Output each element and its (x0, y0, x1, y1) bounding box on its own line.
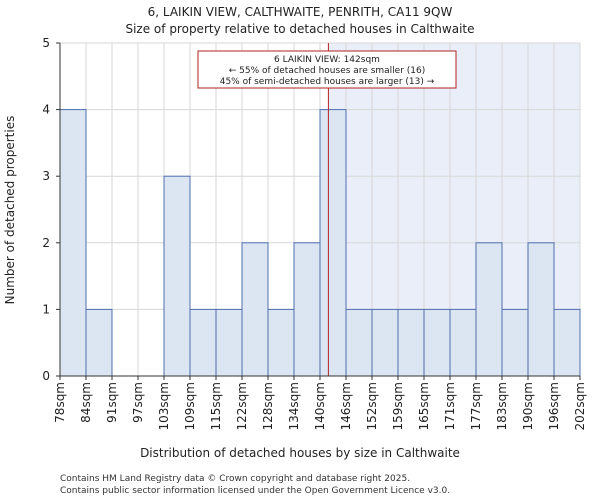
bar-183sqm (501, 308, 529, 377)
annotation-line-2: ← 55% of detached houses are smaller (16… (229, 66, 426, 76)
x-tick-label: 196sqm (547, 382, 561, 430)
bar-109sqm (189, 308, 217, 377)
x-tick-label: 134sqm (287, 382, 301, 430)
chart-subtitle: Size of property relative to detached ho… (125, 22, 474, 36)
bar-128sqm (267, 308, 295, 377)
x-tick-labels: 78sqm 84sqm 91sqm 97sqm 103sqm 109sqm 115sqm 12… (53, 376, 587, 430)
x-tick-label: 152sqm (365, 382, 379, 430)
x-tick-label: 128sqm (261, 382, 275, 430)
x-tick-label: 171sqm (443, 382, 457, 430)
x-tick-label: 122sqm (235, 382, 249, 430)
bar-159sqm (397, 308, 425, 377)
bar-146sqm (345, 308, 373, 377)
x-tick-label: 84sqm (79, 382, 93, 423)
bar-140sqm (319, 109, 347, 377)
footer-line-2: Contains public sector information licen… (60, 486, 450, 496)
chart-title: 6, LAIKIN VIEW, CALTHWAITE, PENRITH, CA1… (148, 5, 453, 19)
bar-122sqm (241, 242, 269, 377)
bar-115sqm (215, 308, 243, 377)
bar-190sqm (527, 242, 555, 377)
x-tick-label: 183sqm (495, 382, 509, 430)
y-tick-label: 5 (42, 36, 50, 50)
bar-84sqm (85, 308, 113, 377)
bar-177sqm (475, 242, 503, 377)
x-tick-label: 165sqm (417, 382, 431, 430)
x-axis-label: Distribution of detached houses by size … (140, 446, 460, 460)
x-tick-label: 97sqm (131, 382, 145, 423)
annotation-line-3: 45% of semi-detached houses are larger (… (220, 77, 435, 87)
x-tick-label: 78sqm (53, 382, 67, 423)
bar-165sqm (423, 308, 451, 377)
x-tick-label: 91sqm (105, 382, 119, 423)
bar-196sqm (553, 308, 581, 377)
y-tick-label: 4 (42, 103, 50, 117)
x-tick-label: 115sqm (209, 382, 223, 430)
bar-103sqm (163, 175, 191, 377)
y-tick-labels: 0 1 2 3 4 5 (42, 36, 60, 383)
footer-line-1: Contains HM Land Registry data © Crown c… (60, 474, 410, 484)
x-tick-label: 140sqm (313, 382, 327, 430)
x-tick-label: 109sqm (183, 382, 197, 430)
y-tick-label: 1 (42, 302, 50, 316)
y-tick-label: 0 (42, 369, 50, 383)
x-tick-label: 190sqm (521, 382, 535, 430)
x-tick-label: 177sqm (469, 382, 483, 430)
annotation-box: 6 LAIKIN VIEW: 142sqm ← 55% of detached … (197, 50, 457, 89)
y-axis-label: Number of detached properties (3, 116, 17, 305)
x-tick-label: 103sqm (157, 382, 171, 430)
bar-152sqm (371, 308, 399, 377)
annotation-frame (197, 50, 457, 89)
bars (59, 109, 581, 377)
bar-78sqm (59, 109, 87, 377)
x-tick-label: 202sqm (573, 382, 587, 430)
annotation-line-1: 6 LAIKIN VIEW: 142sqm (274, 55, 380, 65)
x-tick-label: 146sqm (339, 382, 353, 430)
y-tick-label: 2 (42, 236, 50, 250)
bar-171sqm (449, 308, 477, 377)
x-tick-label: 159sqm (391, 382, 405, 430)
bar-134sqm (293, 242, 321, 377)
y-tick-label: 3 (42, 169, 50, 183)
